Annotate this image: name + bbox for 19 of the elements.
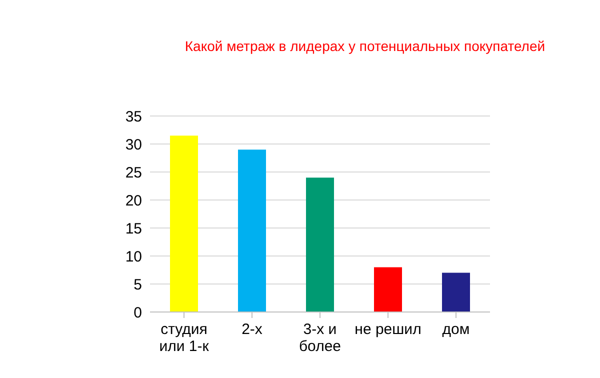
x-tick-label: 3-х и более (298, 321, 342, 355)
bar (374, 267, 402, 312)
x-tick-label: дом (442, 321, 470, 338)
y-tick-label: 10 (125, 248, 142, 266)
y-tick-label: 5 (134, 276, 142, 294)
y-tick-label: 25 (125, 164, 142, 182)
y-tick-label: 20 (125, 192, 142, 210)
y-tick-label: 35 (125, 108, 142, 126)
bar (170, 136, 198, 312)
bar (306, 178, 334, 312)
y-tick-label: 0 (134, 304, 142, 322)
chart-title: Какой метраж в лидерах у потенциальных покупателей (184, 38, 546, 54)
y-tick-label: 15 (125, 220, 142, 238)
bar (238, 150, 266, 312)
y-tick-label: 30 (125, 136, 142, 154)
x-tick-label: студия или 1-к (159, 321, 210, 355)
bar (442, 272, 470, 312)
x-tick-label: не решил (354, 321, 422, 338)
x-tick-label: 2-х (242, 321, 263, 338)
